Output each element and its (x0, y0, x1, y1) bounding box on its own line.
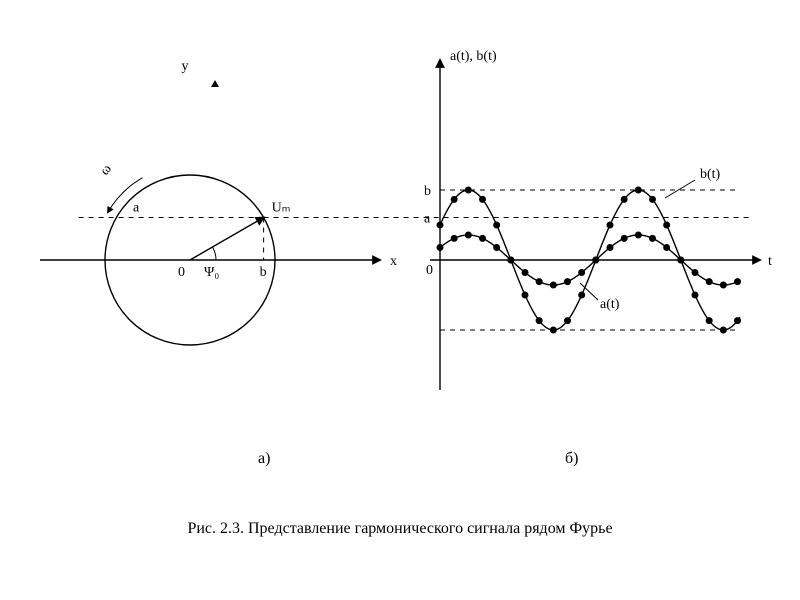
marker-b (592, 257, 599, 264)
marker-b (677, 257, 684, 264)
marker-b (692, 292, 699, 299)
marker-b (536, 317, 543, 324)
marker-b (706, 317, 713, 324)
marker-b (734, 317, 741, 324)
b-projection-label: b (260, 265, 267, 280)
marker-a (493, 244, 500, 251)
marker-b (451, 196, 458, 203)
marker-b (578, 292, 585, 299)
panel-b-label: б) (565, 450, 578, 468)
a-projection-label: a (133, 201, 140, 216)
origin-label: 0 (178, 265, 185, 280)
marker-b (649, 196, 656, 203)
marker-b (465, 187, 472, 194)
marker-a (607, 244, 614, 251)
panel-b-oscillation: a(t), b(t) t 0 ab b(t) a(t) (424, 49, 772, 390)
marker-a (720, 282, 727, 289)
curve-a-label: a(t) (600, 297, 620, 312)
marker-b (607, 222, 614, 229)
marker-a (479, 235, 486, 242)
marker-a (663, 244, 670, 251)
marker-b (550, 327, 557, 334)
marker-b (663, 222, 670, 229)
marker-a (692, 269, 699, 276)
marker-b (522, 292, 529, 299)
marker-a (550, 282, 557, 289)
marker-b (437, 222, 444, 229)
marker-a (522, 269, 529, 276)
marker-a (465, 232, 472, 239)
marker-a (649, 235, 656, 242)
y-axis-title: a(t), b(t) (450, 49, 497, 64)
marker-b (493, 222, 500, 229)
marker-b (564, 317, 571, 324)
marker-b (635, 187, 642, 194)
b-tick: b (424, 184, 431, 199)
marker-b (479, 196, 486, 203)
marker-b (720, 327, 727, 334)
panel-a-label: а) (258, 450, 270, 468)
panel-a-phasor: xy0Ψ₀Uₘabω (40, 59, 750, 345)
marker-a (734, 278, 741, 285)
t-axis-title: t (768, 254, 772, 269)
marker-a (635, 232, 642, 239)
figure-canvas: xy0Ψ₀Uₘabω a(t), b(t)t0abb(t)a(t) (0, 0, 800, 600)
origin-label-b: 0 (426, 263, 433, 278)
marker-a (706, 278, 713, 285)
marker-a (621, 235, 628, 242)
omega-label: ω (97, 162, 114, 179)
marker-a (578, 269, 585, 276)
marker-a (451, 235, 458, 242)
marker-b (621, 196, 628, 203)
a-tick: a (424, 212, 431, 227)
curve-b-label: b(t) (700, 167, 721, 182)
marker-b (507, 257, 514, 264)
axis-y-label: y (182, 59, 189, 74)
angle-label: Ψ₀ (204, 265, 219, 280)
marker-a (437, 244, 444, 251)
figure-caption: Рис. 2.3. Представление гармонического с… (0, 520, 800, 538)
axis-x-label: x (390, 254, 397, 269)
phasor-tip-label: Uₘ (272, 201, 291, 216)
marker-a (564, 278, 571, 285)
marker-a (536, 278, 543, 285)
